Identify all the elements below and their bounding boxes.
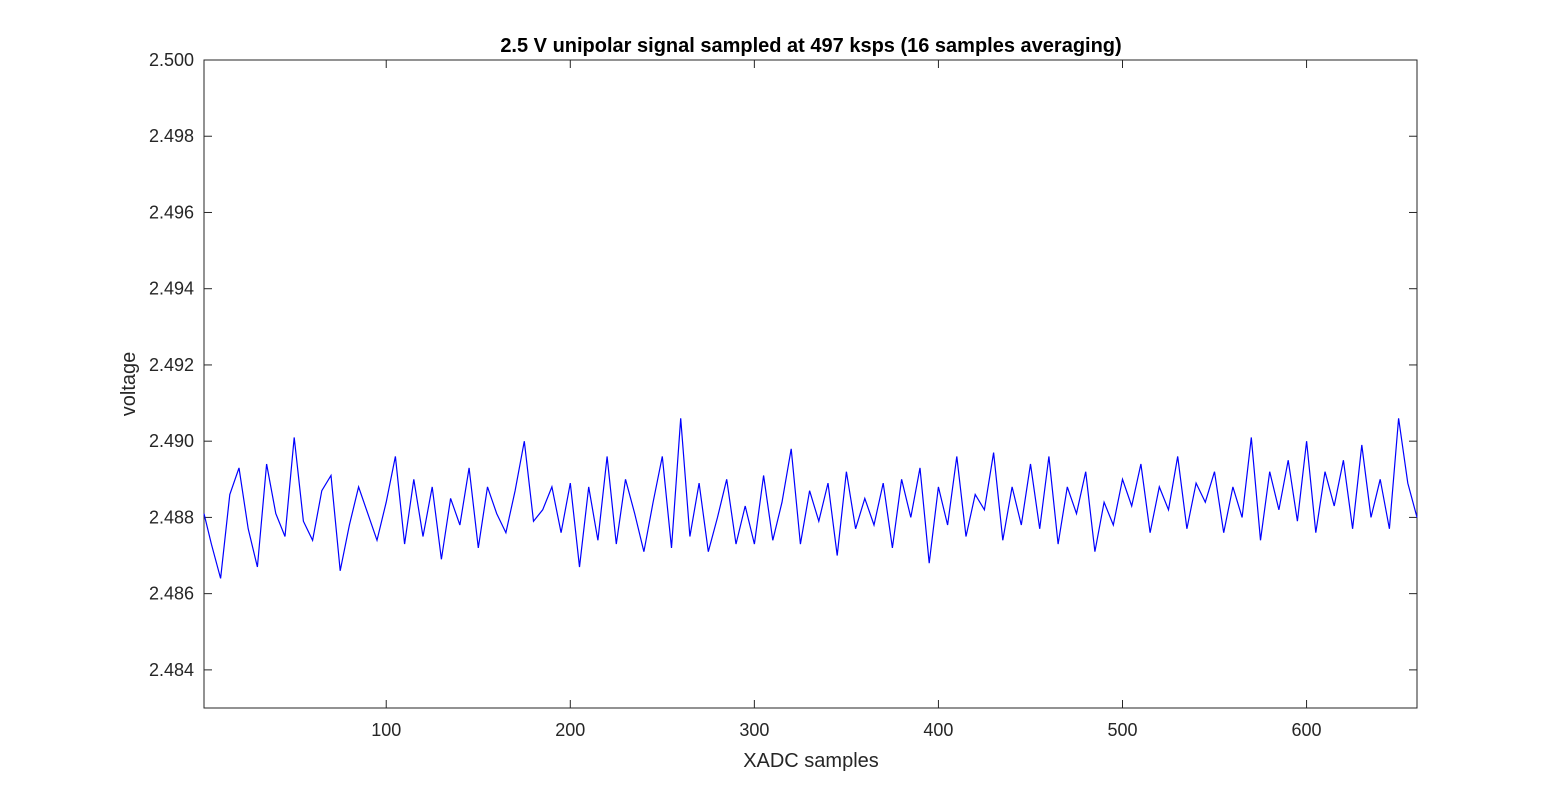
y-tick-label: 2.492 — [149, 355, 194, 375]
y-axis-label: voltage — [118, 352, 140, 417]
plot-area — [203, 59, 1418, 709]
y-tick-label: 2.494 — [149, 279, 194, 299]
y-tick-label: 2.488 — [149, 507, 194, 527]
y-tick-label: 2.496 — [149, 202, 194, 222]
x-axis-label: XADC samples — [743, 750, 879, 772]
x-tick-label: 500 — [1107, 720, 1137, 740]
x-tick-label: 100 — [371, 720, 401, 740]
x-tick-label: 600 — [1292, 720, 1322, 740]
y-tick-label: 2.484 — [149, 660, 194, 680]
chart-title: 2.5 V unipolar signal sampled at 497 ksp… — [500, 35, 1121, 57]
x-tick-label: 200 — [555, 720, 585, 740]
series-line — [203, 418, 1418, 579]
x-axis: 100 200 300 400 500 600 — [371, 60, 1322, 740]
y-tick-label: 2.486 — [149, 584, 194, 604]
y-tick-label: 2.490 — [149, 431, 194, 451]
x-tick-label: 300 — [739, 720, 769, 740]
y-tick-label: 2.498 — [149, 126, 194, 146]
y-tick-label: 2.500 — [149, 50, 194, 70]
y-axis: 2.484 2.486 2.488 2.490 2.492 2.494 2.496 2.498… — [149, 50, 1417, 680]
x-tick-label: 400 — [923, 720, 953, 740]
